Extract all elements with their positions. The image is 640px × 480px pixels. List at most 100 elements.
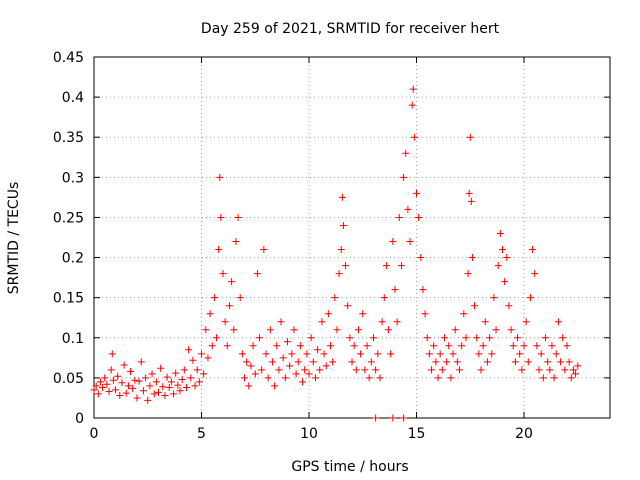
data-point bbox=[372, 414, 380, 422]
data-point bbox=[101, 374, 109, 382]
data-point bbox=[436, 350, 444, 358]
data-point bbox=[216, 173, 224, 181]
data-point bbox=[410, 133, 418, 141]
data-point bbox=[333, 326, 341, 334]
data-point bbox=[434, 374, 442, 382]
data-point bbox=[127, 367, 135, 375]
y-tick-label: 0 bbox=[75, 411, 84, 427]
data-point bbox=[163, 373, 171, 381]
x-axis-label: GPS time / hours bbox=[291, 459, 408, 475]
data-point bbox=[516, 350, 524, 358]
data-point bbox=[230, 326, 238, 334]
data-point bbox=[535, 366, 543, 374]
data-point bbox=[488, 350, 496, 358]
data-point bbox=[533, 342, 541, 350]
data-point bbox=[393, 318, 401, 326]
data-point bbox=[167, 378, 175, 386]
data-point bbox=[423, 334, 431, 342]
data-point bbox=[462, 334, 470, 342]
data-point bbox=[219, 270, 227, 278]
data-point bbox=[318, 318, 326, 326]
data-point bbox=[507, 326, 515, 334]
data-point bbox=[350, 342, 358, 350]
data-point bbox=[406, 238, 414, 246]
data-point bbox=[187, 374, 195, 382]
data-points bbox=[90, 85, 582, 422]
data-point bbox=[322, 362, 330, 370]
data-point bbox=[425, 350, 433, 358]
data-point bbox=[116, 392, 124, 400]
data-point bbox=[266, 326, 274, 334]
x-tick-label: 5 bbox=[197, 426, 206, 442]
data-point bbox=[314, 346, 322, 354]
data-point bbox=[354, 326, 362, 334]
data-point bbox=[161, 392, 169, 400]
y-tick-label: 0.05 bbox=[53, 371, 84, 387]
data-point bbox=[335, 270, 343, 278]
data-point bbox=[389, 414, 397, 422]
data-point bbox=[107, 366, 115, 374]
data-point bbox=[518, 366, 526, 374]
data-point bbox=[569, 366, 577, 374]
data-point bbox=[210, 294, 218, 302]
data-point bbox=[286, 362, 294, 370]
data-point bbox=[380, 294, 388, 302]
data-point bbox=[574, 362, 582, 370]
data-point bbox=[419, 286, 427, 294]
data-point bbox=[290, 326, 298, 334]
data-point bbox=[152, 378, 160, 386]
data-point bbox=[324, 310, 332, 318]
data-point bbox=[146, 382, 154, 390]
data-point bbox=[180, 366, 188, 374]
data-point bbox=[372, 366, 380, 374]
data-point bbox=[92, 382, 100, 390]
data-point bbox=[344, 302, 352, 310]
data-point bbox=[200, 370, 208, 378]
y-axis-label: SRMTID / TECUs bbox=[6, 182, 22, 295]
data-point bbox=[447, 374, 455, 382]
data-point bbox=[198, 350, 205, 358]
data-point bbox=[170, 390, 178, 398]
data-point bbox=[524, 358, 532, 366]
data-point bbox=[273, 342, 281, 350]
data-point bbox=[374, 350, 382, 358]
data-point bbox=[90, 386, 98, 394]
data-point bbox=[496, 229, 504, 237]
data-point bbox=[120, 361, 128, 369]
data-point bbox=[284, 338, 291, 346]
data-point bbox=[365, 374, 373, 382]
data-point bbox=[281, 374, 289, 382]
data-point bbox=[155, 388, 162, 396]
data-point bbox=[400, 173, 408, 181]
data-point bbox=[391, 286, 399, 294]
data-point bbox=[522, 318, 530, 326]
data-point bbox=[544, 358, 552, 366]
y-tick-label: 0.35 bbox=[53, 130, 84, 146]
data-point bbox=[182, 384, 190, 392]
data-point bbox=[443, 358, 451, 366]
data-point bbox=[561, 366, 569, 374]
data-point bbox=[421, 310, 429, 318]
data-point bbox=[260, 246, 268, 254]
data-point bbox=[223, 342, 231, 350]
data-point bbox=[208, 342, 216, 350]
data-point bbox=[361, 366, 369, 374]
data-point bbox=[275, 366, 283, 374]
data-point bbox=[352, 366, 360, 374]
data-point bbox=[554, 318, 562, 326]
data-point bbox=[499, 246, 506, 254]
data-point bbox=[468, 254, 476, 262]
chart-title: Day 259 of 2021, SRMTID for receiver her… bbox=[201, 21, 500, 37]
data-point bbox=[348, 358, 356, 366]
data-point bbox=[460, 310, 468, 318]
tick-marks bbox=[93, 56, 610, 419]
data-point bbox=[135, 377, 143, 385]
y-tick-label: 0.15 bbox=[53, 291, 84, 307]
data-point bbox=[409, 85, 417, 93]
data-point bbox=[467, 197, 475, 205]
data-point bbox=[108, 350, 116, 358]
data-point bbox=[440, 334, 448, 342]
data-point bbox=[249, 342, 257, 350]
data-point bbox=[238, 350, 246, 358]
